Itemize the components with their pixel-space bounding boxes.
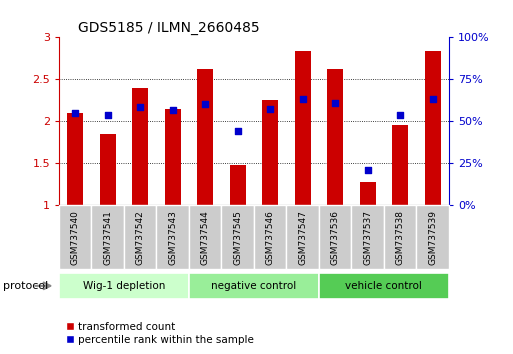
Bar (319, 205, 351, 269)
Text: vehicle control: vehicle control (345, 281, 422, 291)
Bar (360, 182, 376, 205)
Text: GSM737537: GSM737537 (363, 210, 372, 265)
Bar (100, 134, 116, 205)
Bar (91, 205, 124, 269)
Legend: transformed count, percentile rank within the sample: transformed count, percentile rank withi… (62, 317, 259, 349)
Bar (424, 51, 441, 205)
Point (299, 96, 307, 101)
Bar (262, 100, 278, 205)
Text: GSM737541: GSM737541 (103, 210, 112, 265)
Point (331, 100, 339, 105)
Text: protocol: protocol (3, 281, 48, 291)
Bar (319, 273, 449, 299)
Point (233, 129, 242, 134)
Bar (132, 88, 148, 205)
Point (266, 107, 274, 112)
Bar (351, 205, 384, 269)
Bar (254, 205, 286, 269)
Bar (156, 205, 189, 269)
Bar (67, 113, 83, 205)
Bar (229, 165, 246, 205)
Text: GSM737543: GSM737543 (168, 210, 177, 265)
Text: GSM737547: GSM737547 (298, 210, 307, 265)
Point (104, 113, 112, 118)
Bar (294, 51, 311, 205)
Bar (286, 205, 319, 269)
Bar (189, 205, 222, 269)
Bar (59, 273, 189, 299)
Bar (384, 205, 417, 269)
Point (428, 96, 437, 101)
Text: GSM737536: GSM737536 (331, 210, 340, 265)
Bar (392, 125, 408, 205)
Text: GSM737542: GSM737542 (136, 210, 145, 264)
Text: GSM737546: GSM737546 (266, 210, 274, 265)
Point (169, 108, 177, 113)
Text: Wig-1 depletion: Wig-1 depletion (83, 281, 165, 291)
Bar (417, 205, 449, 269)
Bar (222, 205, 254, 269)
Bar (165, 109, 181, 205)
Point (71, 110, 80, 116)
Point (364, 167, 372, 173)
Text: GSM737539: GSM737539 (428, 210, 437, 265)
Bar (189, 273, 319, 299)
Text: GDS5185 / ILMN_2660485: GDS5185 / ILMN_2660485 (78, 21, 260, 35)
Bar (124, 205, 156, 269)
Bar (197, 69, 213, 205)
Point (201, 102, 209, 107)
Text: GSM737538: GSM737538 (396, 210, 405, 265)
Bar (327, 69, 343, 205)
Bar (59, 205, 91, 269)
Text: negative control: negative control (211, 281, 297, 291)
Text: GSM737545: GSM737545 (233, 210, 242, 265)
Point (396, 113, 404, 118)
Point (136, 104, 144, 110)
Text: GSM737544: GSM737544 (201, 210, 210, 264)
Text: GSM737540: GSM737540 (71, 210, 80, 265)
